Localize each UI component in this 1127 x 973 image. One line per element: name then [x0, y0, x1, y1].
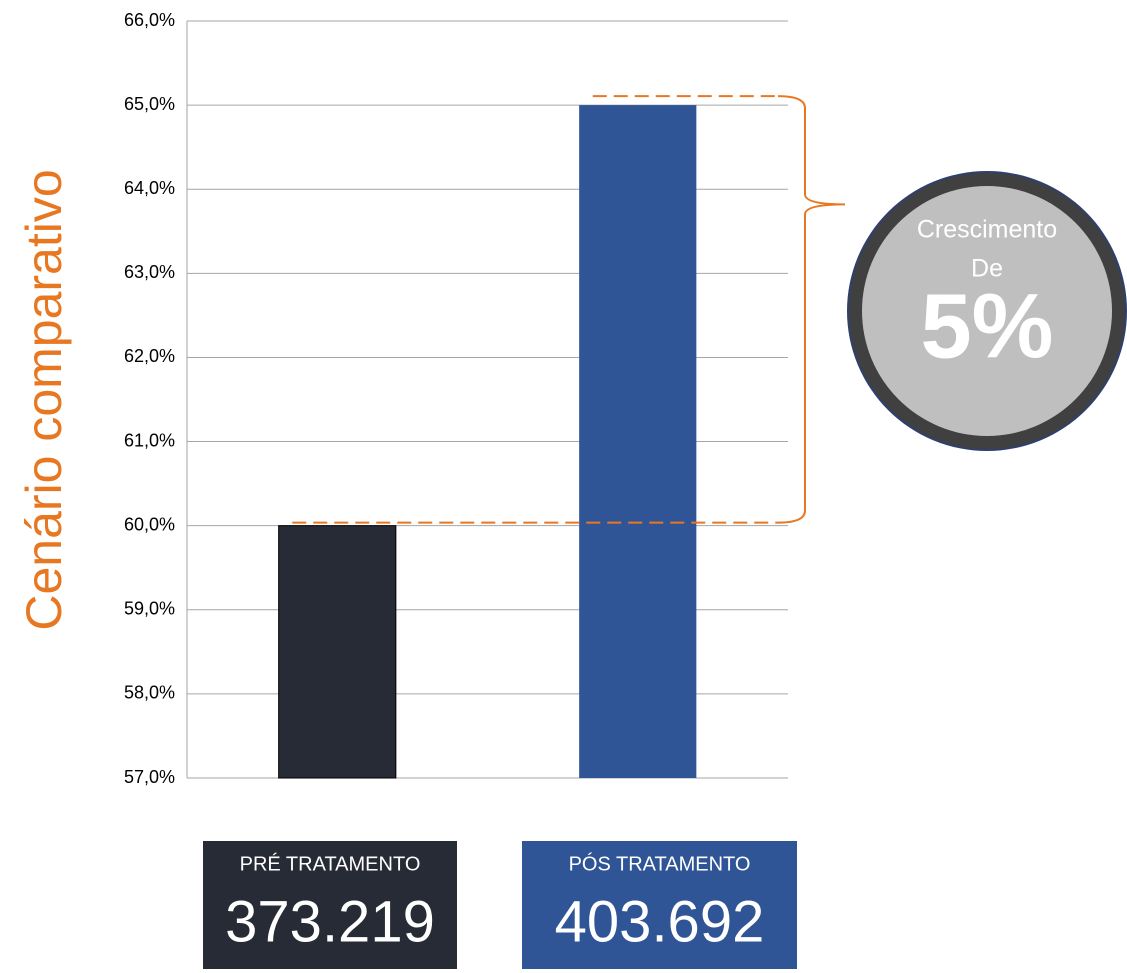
y-tick-label: 57,0%	[124, 767, 175, 787]
badge-text: De	[971, 255, 1003, 283]
brace	[777, 95, 846, 524]
badge-text: Crescimento	[917, 216, 1057, 244]
badge	[862, 186, 1112, 436]
x-tick-label: PÓS TRATAMENTO	[569, 852, 751, 875]
chart-title: Cenário comparativo	[16, 169, 72, 630]
y-tick-label: 62,0%	[124, 346, 175, 366]
bar	[278, 525, 397, 779]
total-label: 373.219	[225, 889, 435, 954]
y-tick-label: 60,0%	[124, 514, 175, 534]
y-tick-label: 61,0%	[124, 430, 175, 450]
y-tick-label: 58,0%	[124, 683, 175, 703]
bar	[579, 105, 697, 779]
y-tick-label: 66,0%	[124, 10, 175, 30]
y-tick-label: 64,0%	[124, 178, 175, 198]
y-tick-label: 65,0%	[124, 94, 175, 114]
category-box	[203, 841, 457, 969]
y-tick-label: 63,0%	[124, 262, 175, 282]
category-box	[522, 841, 797, 969]
y-tick-label: 59,0%	[124, 599, 175, 619]
badge-value: 5%	[921, 275, 1054, 377]
total-label: 403.692	[555, 889, 765, 954]
x-tick-label: PRÉ TRATAMENTO	[240, 852, 421, 875]
